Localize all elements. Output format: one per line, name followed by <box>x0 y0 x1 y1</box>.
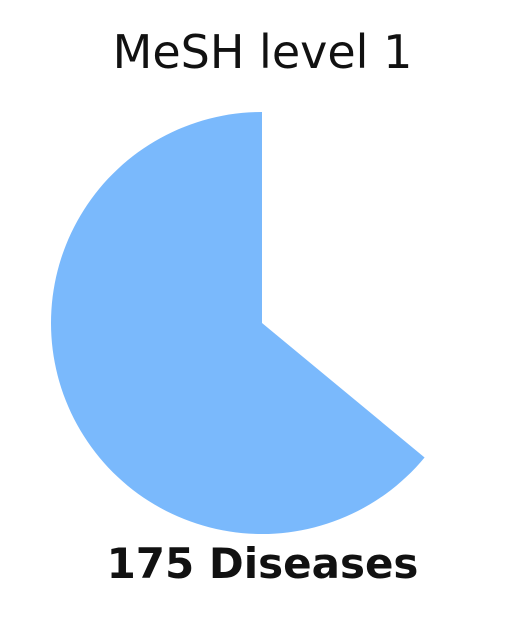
pie-label: 175 Diseases <box>106 539 419 588</box>
pie-slices <box>51 112 425 534</box>
chart-title: MeSH level 1 <box>112 25 413 79</box>
pie-slice-0 <box>51 112 425 534</box>
